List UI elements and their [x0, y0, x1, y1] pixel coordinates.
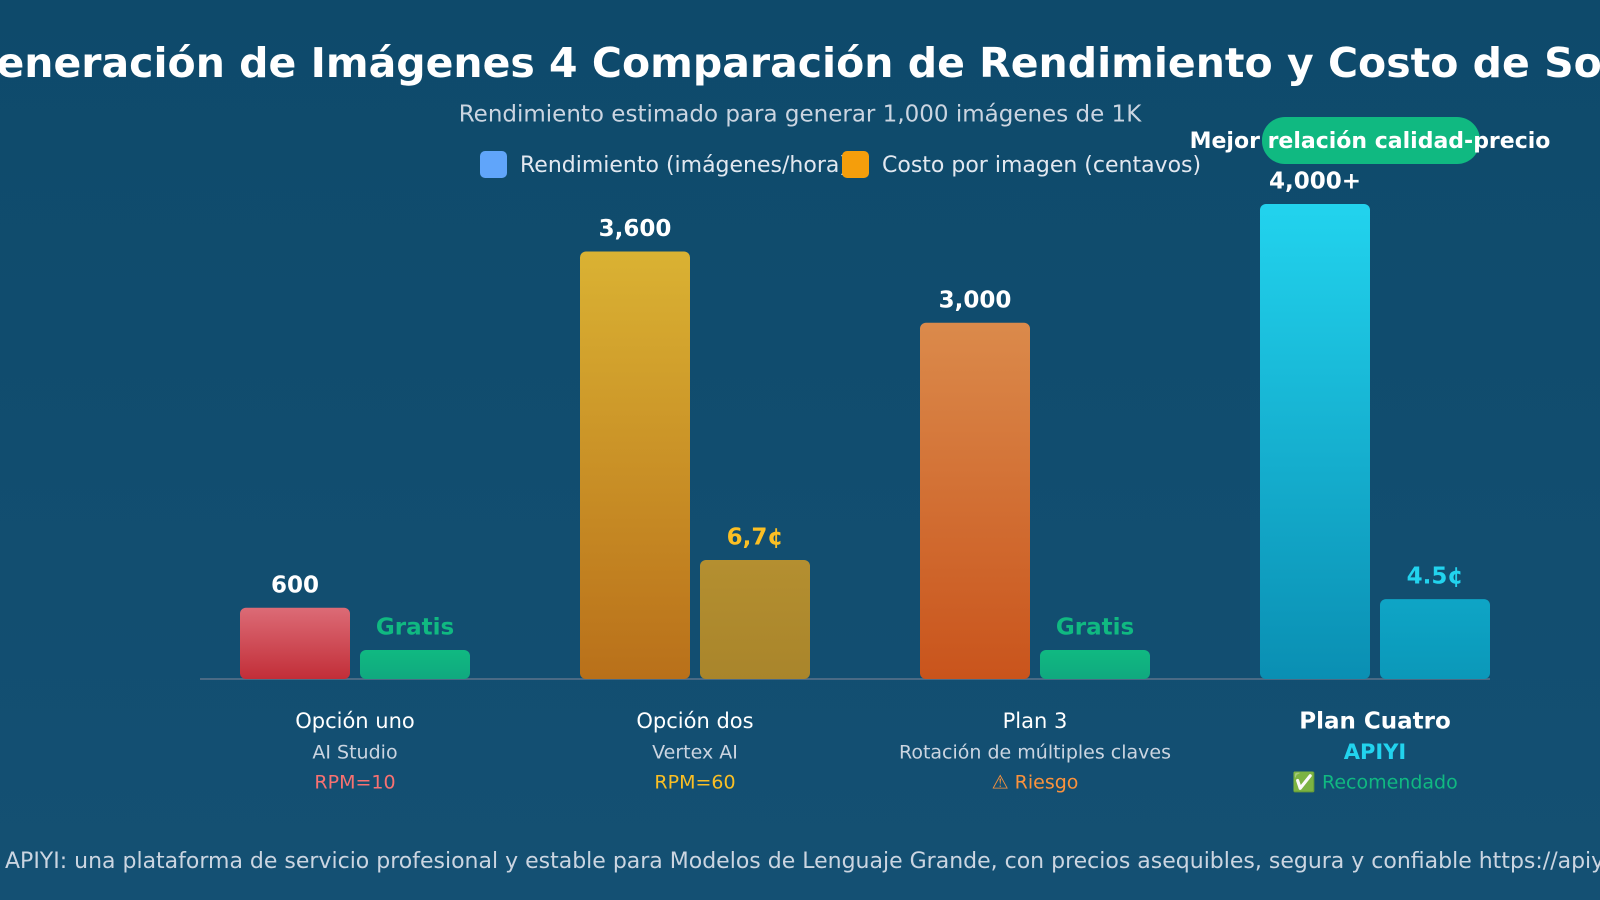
- bar: [700, 560, 810, 679]
- chart-title: Gemini Generación de Imágenes 4 Comparac…: [0, 39, 1600, 87]
- category-detail: Rotación de múltiples claves: [899, 742, 1171, 764]
- footer: APIYI: una plataforma de servicio profes…: [5, 849, 1600, 874]
- category-detail: AI Studio: [312, 742, 397, 764]
- x-tick-label: Opción dos: [636, 709, 753, 733]
- legend-label: Costo por imagen (centavos): [882, 153, 1201, 178]
- bar: [1380, 599, 1490, 679]
- value-label: 600: [271, 572, 319, 598]
- value-label: Gratis: [1056, 615, 1134, 641]
- category-detail: APIYI: [1344, 740, 1406, 764]
- chart-subtitle: Rendimiento estimado para generar 1,000 …: [459, 102, 1142, 128]
- bar: [580, 251, 690, 679]
- category-detail: Vertex AI: [652, 742, 738, 764]
- x-tick-label: Plan 3: [1003, 709, 1068, 733]
- annotation: Mejor relación calidad-precio: [1190, 129, 1551, 154]
- value-label: 6,7¢: [727, 525, 784, 551]
- value-label: 4,000+: [1269, 169, 1361, 195]
- annotation-badge: [1262, 117, 1480, 164]
- category-note: ✅ Recomendado: [1292, 771, 1457, 794]
- bar: [1040, 650, 1150, 679]
- x-tick-label: Opción uno: [295, 709, 415, 733]
- bar: [360, 650, 470, 679]
- legend-swatch: [480, 151, 507, 178]
- bar: [920, 322, 1030, 679]
- legend-label: Rendimiento (imágenes/hora): [520, 153, 848, 178]
- category-note: RPM=10: [314, 772, 395, 794]
- value-label: Gratis: [376, 615, 454, 641]
- bar: [1260, 204, 1370, 679]
- bar: [240, 607, 350, 679]
- value-label: 4.5¢: [1407, 564, 1464, 590]
- x-tick-label: Plan Cuatro: [1299, 709, 1451, 735]
- value-label: 3,600: [599, 216, 672, 242]
- category-note: RPM=60: [654, 772, 735, 794]
- category-note: ⚠ Riesgo: [992, 772, 1079, 794]
- value-label: 3,000: [939, 287, 1012, 313]
- legend-swatch: [842, 151, 869, 178]
